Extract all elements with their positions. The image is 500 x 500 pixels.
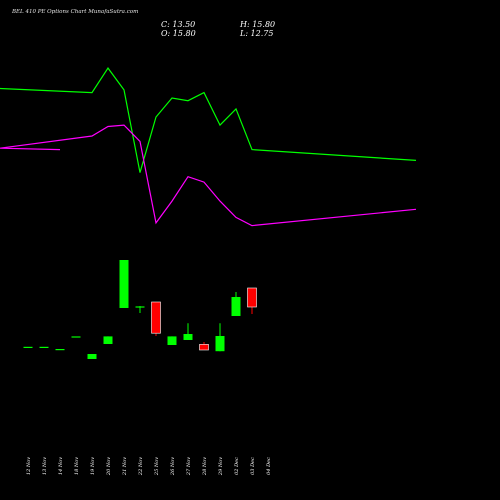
candle-29-nov [215,323,225,352]
low-value: L: 12.75 [240,29,274,38]
x-tick-label: 14 Nov [58,457,64,475]
candle-27-nov [183,323,193,340]
candle-28-nov [199,342,209,351]
x-tick-label: 21 Nov [122,457,128,476]
candle-body [215,336,225,352]
candle-19-nov [87,354,97,359]
candle-12-nov [23,346,33,348]
candle-body [71,336,81,338]
high-value: H: 15.80 [240,20,276,29]
x-tick-label: 26 Nov [170,457,176,476]
x-tick-label: 18 Nov [74,457,80,475]
close-value: C: 13.50 [161,20,196,29]
candle-02-dec [231,292,241,316]
candle-03-dec [247,287,257,314]
x-tick-label: 03 Dec [250,457,256,475]
x-axis-labels: 12 Nov 13 Nov 14 Nov 18 Nov 19 Nov 20 Nov 21 N… [26,457,272,476]
candle-body [119,260,129,308]
x-tick-label: 27 Nov [186,457,192,476]
x-tick-label: 04 Dec [266,457,272,475]
candle-18-nov [71,336,81,338]
indicator-line-1 [0,67,417,173]
indicator-line-2 [0,124,417,227]
candle-body [87,354,97,359]
candle-body [247,287,257,308]
x-tick-label: 28 Nov [202,457,208,476]
candle-body [199,344,209,351]
candle-body [183,334,193,340]
x-tick-label: 02 Dec [234,457,240,475]
x-tick-label: 20 Nov [106,457,112,476]
indicator-lines [0,67,417,227]
candle-25-nov [151,301,161,336]
x-tick-label: 13 Nov [42,457,48,475]
candle-20-nov [103,336,113,344]
candle-body [135,306,145,308]
candle-21-nov [119,260,129,308]
candle-body [167,336,177,345]
candle-body [55,349,65,351]
candle-13-nov [39,346,49,348]
x-tick-label: 22 Nov [138,457,144,476]
candles [23,260,257,359]
candle-body [39,346,49,348]
candle-26-nov [167,336,177,345]
x-tick-label: 12 Nov [26,457,32,475]
chart-title: BEL 410 PE Options Chart MunafaSutra.com [12,9,139,15]
x-tick-label: 19 Nov [90,457,96,475]
open-value: O: 15.80 [161,29,196,38]
candle-14-nov [55,349,65,351]
x-tick-label: 29 Nov [218,457,224,476]
x-tick-label: 25 Nov [154,457,160,476]
candle-body [103,336,113,344]
candle-22-nov [135,306,145,313]
candle-body [23,346,33,348]
candle-body [231,297,241,316]
candle-body [151,301,161,334]
